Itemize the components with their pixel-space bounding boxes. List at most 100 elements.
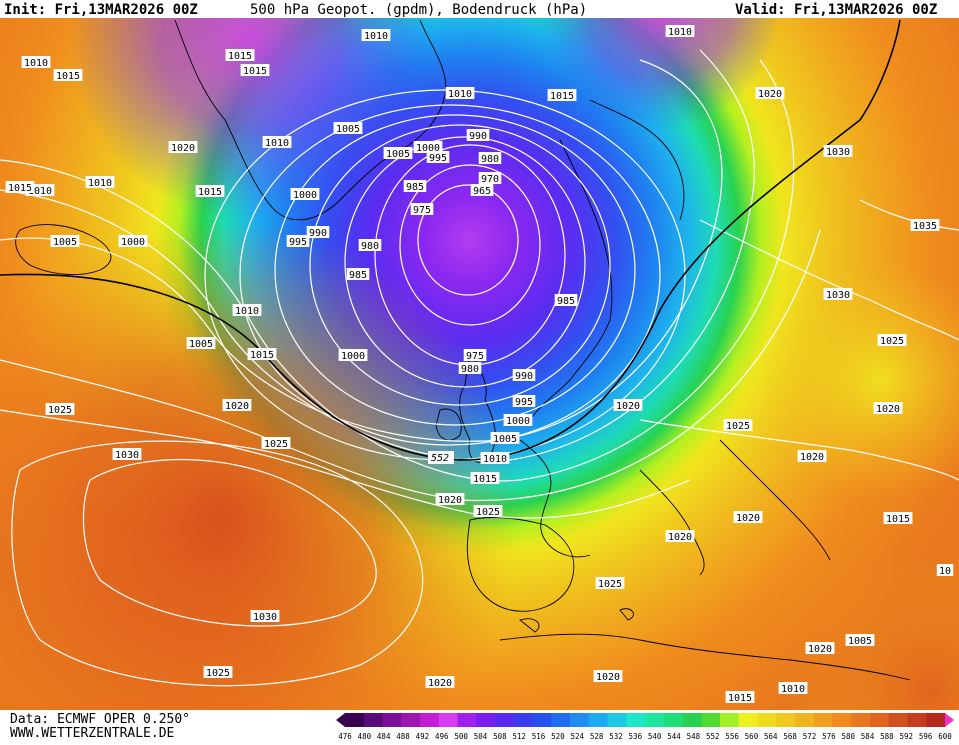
isobar-label-bg	[118, 235, 148, 247]
isobar-label: 1010	[262, 136, 292, 149]
isobar-label: 1015	[5, 181, 35, 194]
balkans-coast	[719, 439, 831, 561]
isobar-label-bg	[247, 348, 277, 360]
isobar-label-text: 1015	[886, 514, 910, 525]
isobar-label-text: 990	[469, 131, 487, 142]
isobar-label: 1020	[168, 141, 198, 154]
colorbar-segment	[738, 713, 758, 727]
isobar-label: 1025	[203, 666, 233, 679]
isobar-label: 965	[470, 184, 494, 197]
isobar-label-text: 1010	[448, 89, 472, 100]
isobar-label-text: 980	[361, 241, 379, 252]
isobar-label-bg	[50, 235, 80, 247]
isobar-label-bg	[261, 437, 291, 449]
isobar-label-bg	[877, 334, 907, 346]
colorbar-label: 572	[803, 732, 817, 741]
colorbar-label: 580	[841, 732, 855, 741]
isobar-label: 995	[426, 151, 450, 164]
isobar-label-text: 1020	[225, 401, 249, 412]
isobar-label-text: 980	[461, 364, 479, 375]
colorbar-segment	[363, 713, 383, 727]
isobar-label-bg	[262, 136, 292, 148]
isobar-label: 1010	[21, 56, 51, 69]
colorbar-label: 560	[745, 732, 759, 741]
isobar-label: 1000	[503, 414, 533, 427]
colorbar-segment	[851, 713, 871, 727]
isobar-980	[344, 136, 586, 388]
isobar-label-bg	[112, 448, 142, 460]
isobar-label: 1035	[910, 219, 940, 232]
isobar-label-text: 1020	[596, 672, 620, 683]
isobar-label: 1000	[118, 235, 148, 248]
isobar-label-bg	[755, 87, 785, 99]
isobar-label-bg	[333, 122, 363, 134]
isobar-label-bg	[358, 239, 382, 251]
isobar-label: 1010	[480, 452, 510, 465]
isobar-label: 1020	[755, 87, 785, 100]
colorbar-segment	[701, 713, 721, 727]
isobar-label-text: 975	[413, 205, 431, 216]
isobar-label-text: 1010	[28, 186, 52, 197]
isobar-label-bg	[845, 634, 875, 646]
isobar-label-bg	[445, 87, 475, 99]
isobar-label-bg	[723, 419, 753, 431]
italy-coast	[639, 469, 705, 576]
isobar-label-text: 1005	[493, 434, 517, 445]
isobar-label-bg	[338, 349, 368, 361]
africa-coast	[499, 633, 911, 681]
colorbar-label: 532	[609, 732, 623, 741]
isobar-labels: 1010101510151015101010101010101510151010…	[5, 25, 954, 704]
colorbar-label: 552	[706, 732, 720, 741]
isobar-label-text: 1010	[235, 306, 259, 317]
isobar-label: 1020	[873, 402, 903, 415]
colorbar-segment	[888, 713, 908, 727]
isobar-label: 1015	[240, 64, 270, 77]
isobar-label: 1010	[445, 87, 475, 100]
isobar-990	[274, 114, 636, 426]
colorbar-segment	[476, 713, 496, 727]
header-bar	[0, 0, 959, 18]
isobar-label-text: 1000	[341, 351, 365, 362]
isobar-label: 1010	[778, 682, 808, 695]
isobar-label-text: 1010	[24, 58, 48, 69]
colorbar-left-arrow	[336, 713, 345, 727]
ireland-coast	[435, 408, 462, 441]
colorbar-label: 492	[416, 732, 430, 741]
isobar-label: 1025	[595, 577, 625, 590]
isobar-label-bg	[361, 29, 391, 41]
isobar-label: 990	[306, 226, 330, 239]
isobar-label-bg	[665, 530, 695, 542]
isobar-label-bg	[478, 172, 502, 184]
isobar-label-bg	[797, 450, 827, 462]
isobar-label-bg	[346, 268, 370, 280]
isobar-label: 1020	[222, 399, 252, 412]
isobar-label-text: 1025	[880, 336, 904, 347]
isobar-label-text: 1015	[550, 91, 574, 102]
colorbar-segment	[382, 713, 402, 727]
isobar-label: 980	[458, 362, 482, 375]
isobar-label: 1015	[195, 185, 225, 198]
isobar-label: 1015	[225, 49, 255, 62]
colorbar-segment	[682, 713, 702, 727]
isobar-label-bg	[463, 349, 487, 361]
isobar-label: 985	[403, 180, 427, 193]
isobar-label-text: 1015	[8, 183, 32, 194]
colorbar-label: 528	[590, 732, 604, 741]
colorbar-label: 500	[454, 732, 468, 741]
isobar-label-text: 1010	[265, 138, 289, 149]
isobar-label: 1015	[883, 512, 913, 525]
isobar-label-bg	[413, 141, 443, 153]
mediterranean-islands	[519, 608, 634, 633]
colorbar-segment	[457, 713, 477, 727]
footer-website: WWW.WETTERZENTRALE.DE	[10, 726, 174, 741]
scandinavia-coast	[529, 139, 613, 421]
isobar-label-text: 990	[309, 228, 327, 239]
isobar-label: 1005	[50, 235, 80, 248]
norway-west-coast	[589, 99, 685, 221]
isobar-995	[239, 104, 661, 446]
isobar-label-text: 1000	[506, 416, 530, 427]
isobar-label-text: 1025	[206, 668, 230, 679]
isobar-1030-east	[699, 219, 959, 341]
colorbar-segment	[570, 713, 590, 727]
greenland-coast	[174, 19, 447, 221]
